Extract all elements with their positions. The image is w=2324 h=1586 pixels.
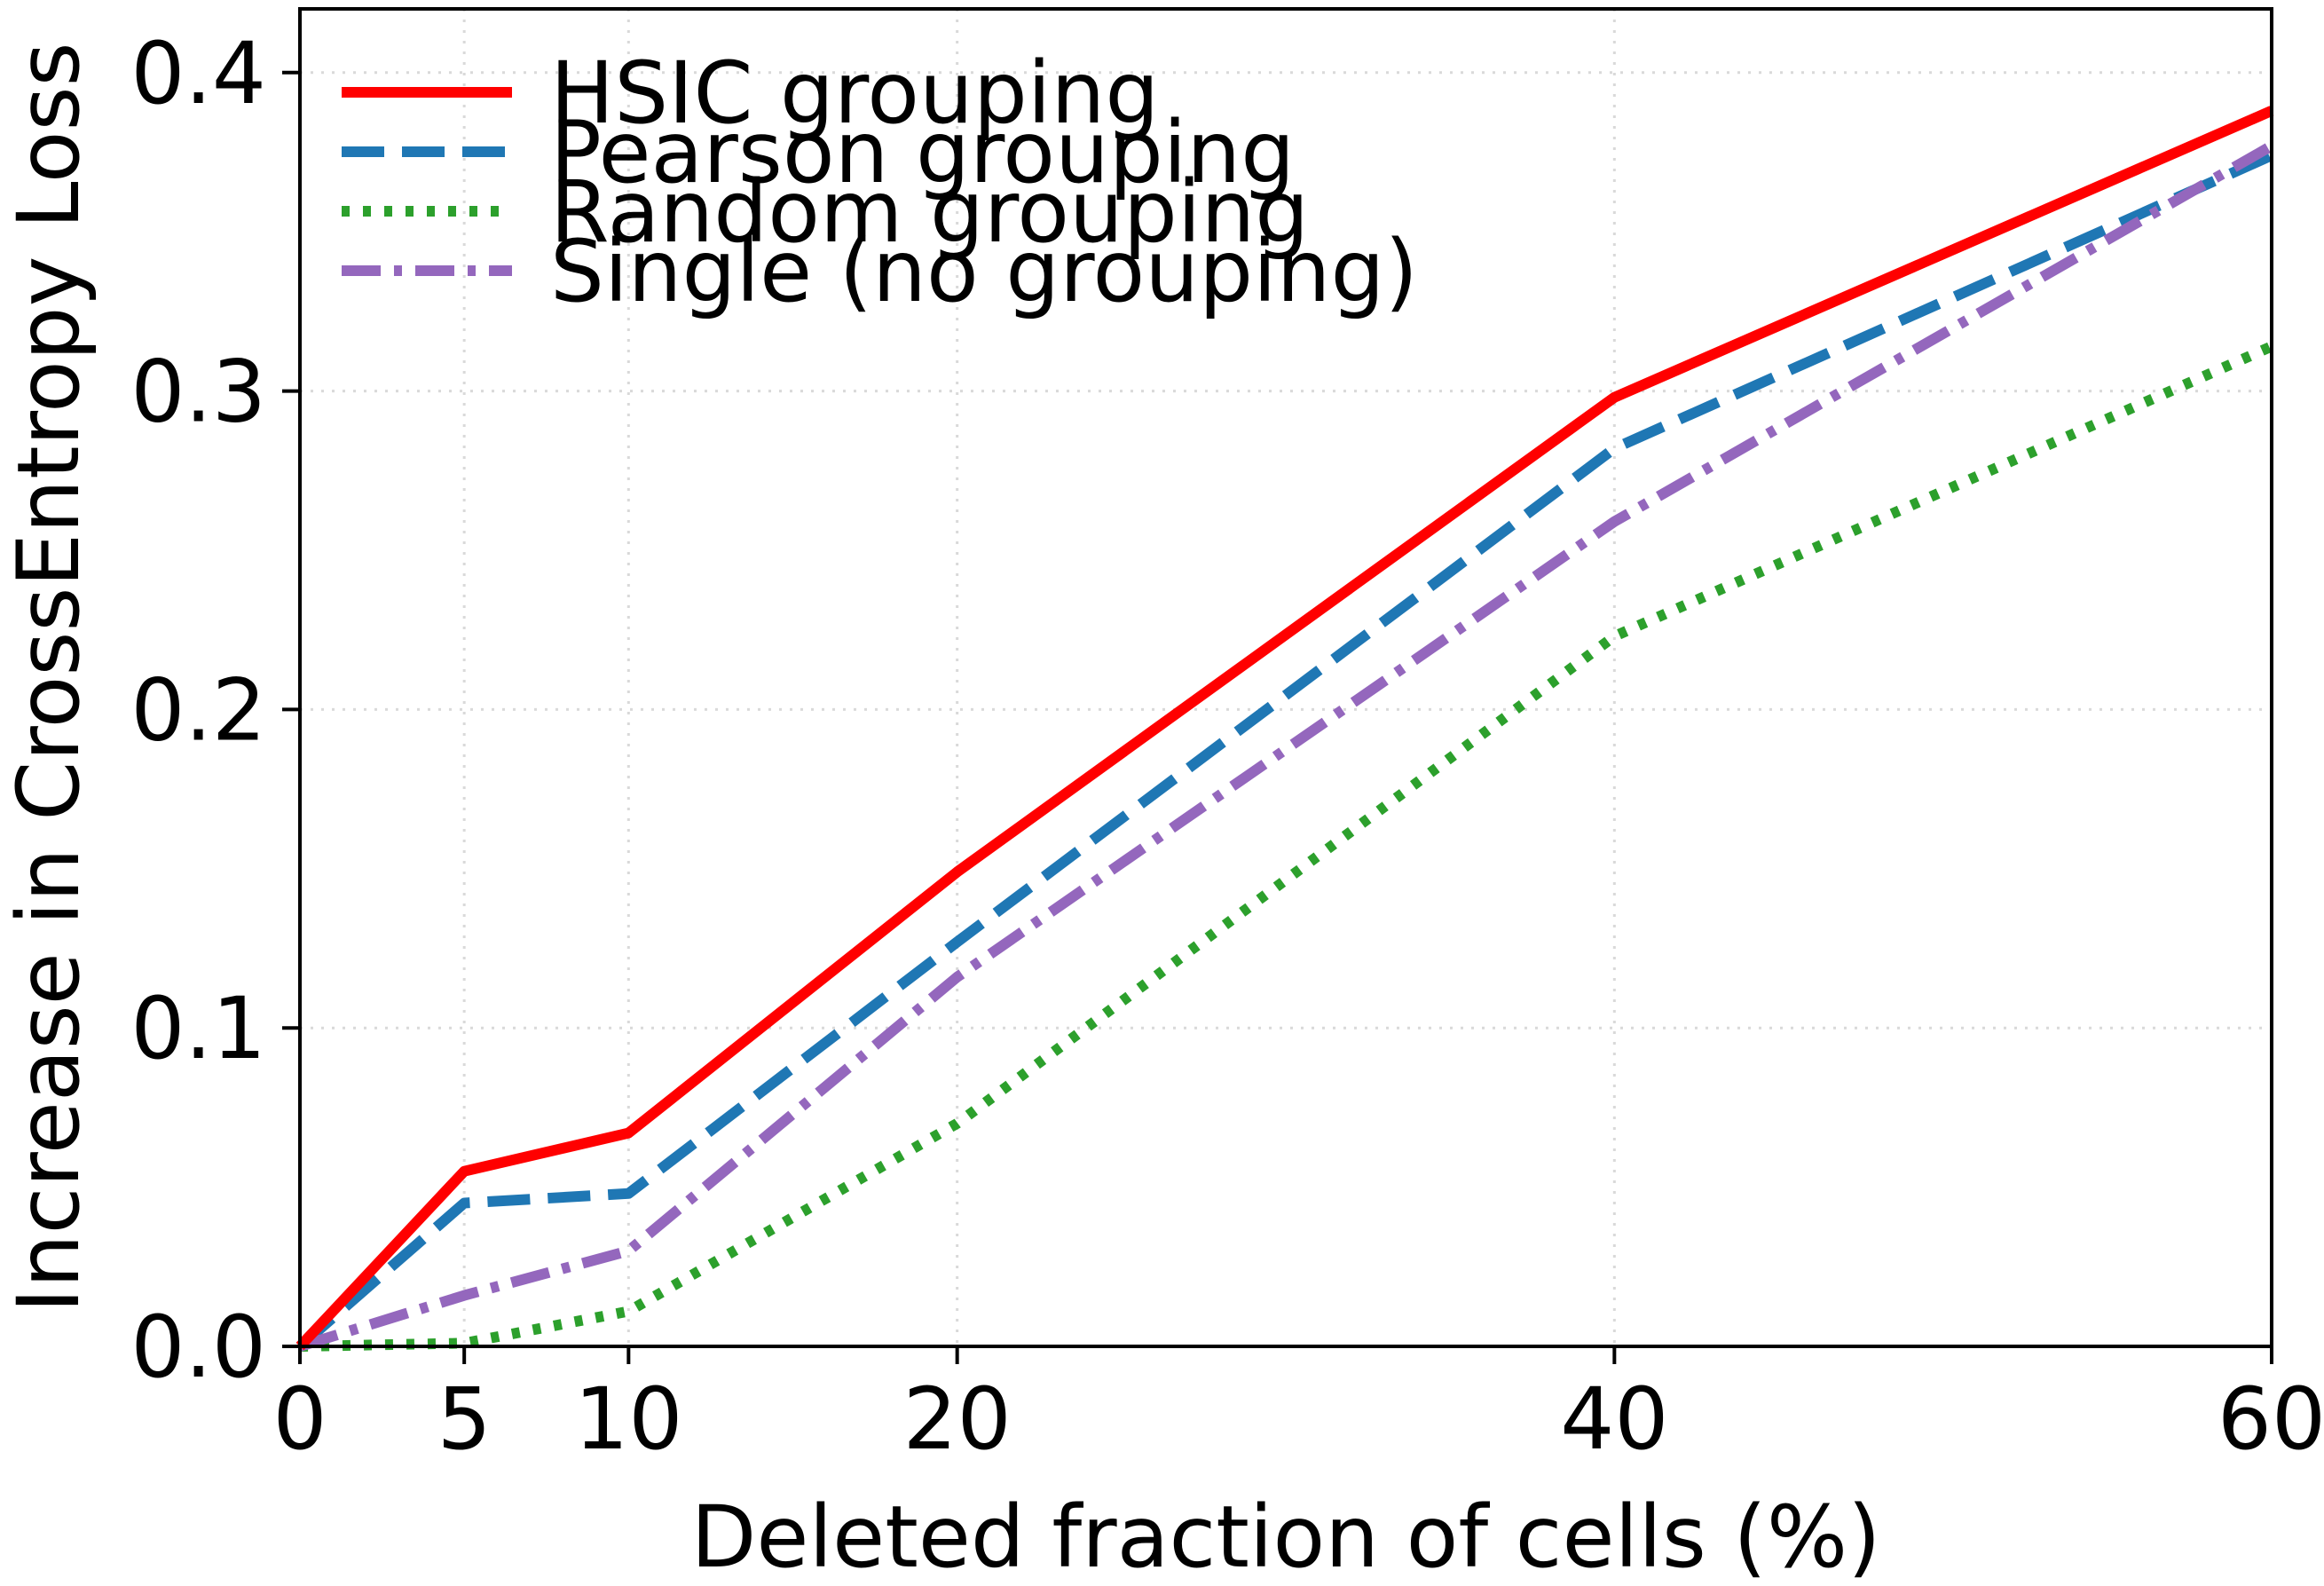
x-tick-label: 10 [574, 1369, 682, 1469]
y-tick-label: 0.0 [130, 1298, 266, 1397]
x-tick-label: 5 [437, 1369, 492, 1469]
y-tick-label: 0.3 [130, 343, 266, 442]
y-tick-label: 0.4 [130, 24, 266, 123]
x-tick-label: 60 [2218, 1369, 2324, 1469]
x-axis-title: Deleted fraction of cells (%) [690, 1487, 1880, 1586]
y-tick-label: 0.1 [130, 979, 266, 1078]
x-tick-label: 20 [903, 1369, 1012, 1469]
legend-label: Random grouping [550, 162, 1309, 262]
series-line-hsic-grouping [295, 106, 2274, 1351]
x-tick-label: 40 [1560, 1369, 1668, 1469]
legend-label: Single (no grouping) [550, 222, 1418, 321]
plot-frame [298, 7, 2273, 1348]
legend-label: HSIC grouping [550, 43, 1159, 143]
x-axis-ticks: 0 5 10 20 40 60 [272, 1346, 2324, 1469]
y-axis-ticks: 0.0 0.1 0.2 0.3 0.4 [130, 24, 300, 1397]
legend-label: Pearson grouping [550, 103, 1295, 202]
series-line-pearson-grouping [296, 150, 2274, 1351]
y-tick-label: 0.2 [130, 660, 266, 760]
x-tick-label: 0 [272, 1369, 327, 1469]
series-line-single-no-grouping [298, 141, 2274, 1352]
y-axis-title: Increase in CrossEntropy Loss [0, 42, 98, 1313]
series-lines [295, 106, 2274, 1352]
series-line-random-grouping [299, 341, 2274, 1352]
